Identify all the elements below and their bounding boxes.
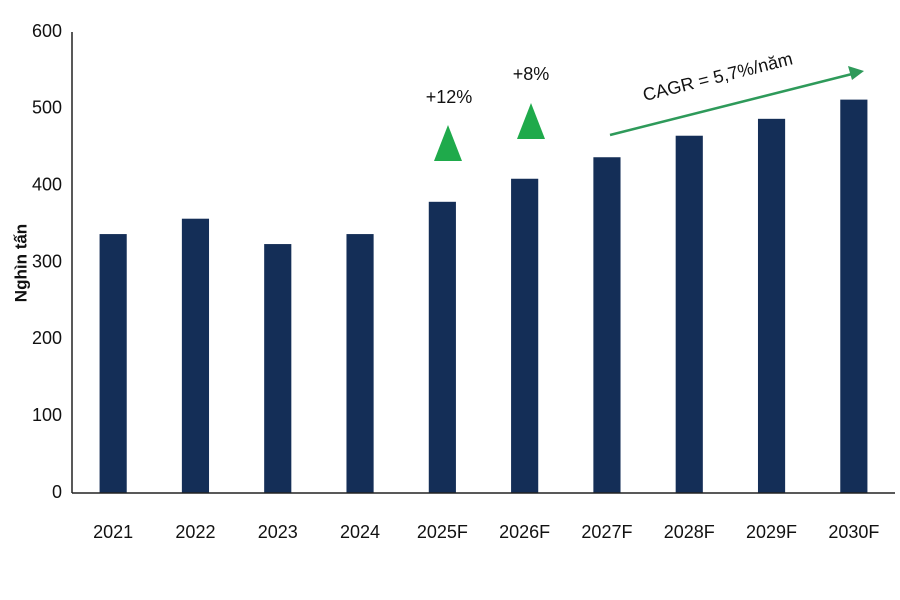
bar <box>99 234 127 494</box>
annotation: +12% <box>426 87 473 107</box>
bar <box>511 178 539 494</box>
x-tick-label: 2030F <box>828 522 879 542</box>
x-tick-label: 2022 <box>175 522 215 542</box>
bar <box>757 118 786 494</box>
annotation: CAGR = 5,7%/năm <box>641 49 795 106</box>
x-tick-label: 2027F <box>581 522 632 542</box>
bar <box>264 244 292 493</box>
y-tick-label: 300 <box>32 251 62 271</box>
up-triangle <box>517 103 545 139</box>
x-tick-label: 2026F <box>499 522 550 542</box>
y-tick-label: 0 <box>52 482 62 502</box>
x-tick-label: 2023 <box>258 522 298 542</box>
trend-arrow <box>609 72 853 137</box>
x-tick-label: 2029F <box>746 522 797 542</box>
bar <box>181 218 210 493</box>
y-tick-label: 600 <box>32 21 62 41</box>
bar <box>675 135 703 493</box>
bar <box>840 99 868 493</box>
arrow-head <box>848 66 864 80</box>
bar <box>593 157 621 493</box>
x-tick-label: 2025F <box>417 522 468 542</box>
x-tick-label: 2021 <box>93 522 133 542</box>
y-tick-label: 100 <box>32 405 62 425</box>
y-tick-label: 200 <box>32 328 62 348</box>
y-tick-label: 500 <box>32 98 62 118</box>
bar <box>428 201 456 493</box>
up-triangle <box>434 125 462 161</box>
x-tick-label: 2024 <box>340 522 380 542</box>
y-axis-label: Nghìn tấn <box>11 224 30 302</box>
y-tick-label: 400 <box>32 174 62 194</box>
bar <box>346 234 374 494</box>
annotation: +8% <box>513 64 550 84</box>
x-tick-label: 2028F <box>664 522 715 542</box>
